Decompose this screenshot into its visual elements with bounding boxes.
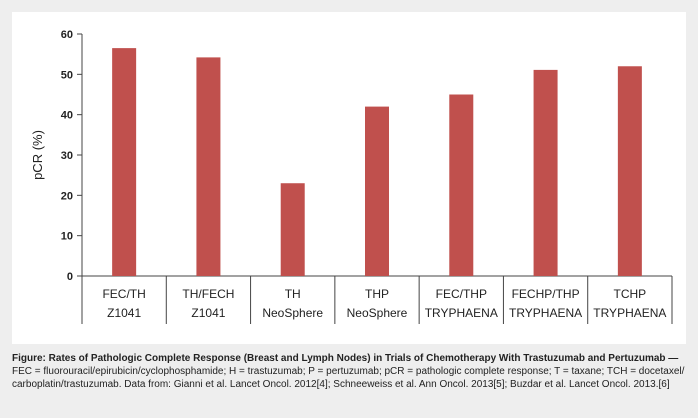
x-tick-label: TRYPHAENA — [593, 306, 666, 320]
x-tick-label: NeoSphere — [347, 306, 408, 320]
y-tick-label: 20 — [61, 190, 73, 202]
bar — [449, 94, 474, 276]
caption-body: FEC = fluorouracil/epirubicin/cyclophosp… — [12, 366, 685, 390]
bar — [196, 57, 221, 276]
x-tick-label: TH — [285, 287, 301, 301]
y-tick-label: 60 — [61, 29, 73, 41]
chart-panel: 0 10 20 30 40 50 60 FEC/TH Z1041 TH/FECH Z1041 TH Ne… — [12, 12, 686, 344]
bar — [112, 48, 137, 276]
y-tick-label: 10 — [61, 231, 73, 243]
x-tick-label: TRYPHAENA — [425, 306, 498, 320]
bar — [617, 66, 642, 276]
bar — [365, 106, 389, 276]
bar — [280, 183, 305, 276]
x-tick-label: Z1041 — [191, 306, 225, 320]
x-tick-label: NeoSphere — [262, 306, 323, 320]
y-tick-label: 40 — [61, 110, 73, 122]
y-tick-label: 0 — [67, 271, 73, 283]
x-tick-label: FECHP/THP — [512, 287, 580, 301]
x-tick-label: FEC/THP — [436, 287, 487, 301]
y-axis-label: pCR (%) — [30, 130, 45, 180]
y-tick-label: 50 — [61, 69, 73, 81]
x-tick-label: Z1041 — [107, 306, 141, 320]
x-tick-label: TRYPHAENA — [509, 306, 582, 320]
x-tick-label: TCHP — [614, 287, 647, 301]
bar — [533, 69, 558, 276]
x-tick-label: FEC/TH — [102, 287, 145, 301]
y-tick-label: 30 — [61, 150, 73, 162]
bar-chart: 0 10 20 30 40 50 60 FEC/TH Z1041 TH/FECH Z1041 TH Ne… — [30, 29, 673, 324]
x-tick-label: TH/FECH — [182, 287, 234, 301]
x-tick-label: THP — [365, 287, 389, 301]
caption-title: Figure: Rates of Pathologic Complete Res… — [12, 353, 679, 364]
figure-caption: Figure: Rates of Pathologic Complete Res… — [12, 352, 692, 391]
